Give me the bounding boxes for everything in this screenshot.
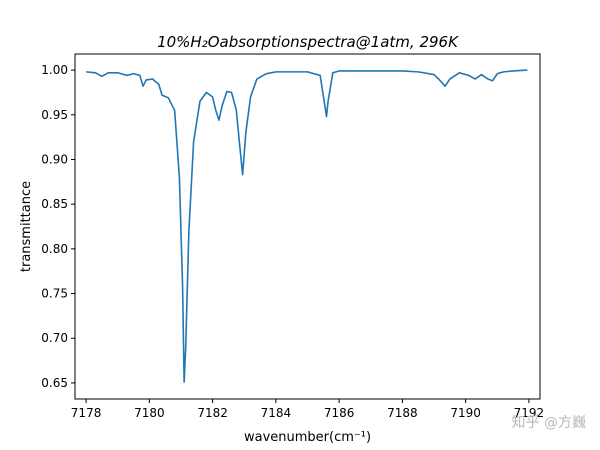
y-tick-label: 0.65 [41, 376, 68, 390]
y-tick-label: 0.70 [41, 331, 68, 345]
x-tick-label: 7178 [71, 406, 102, 420]
x-tick-label: 7184 [261, 406, 292, 420]
series-line [85, 69, 528, 383]
x-tick-label: 7192 [514, 406, 545, 420]
y-tick-label: 0.85 [41, 197, 68, 211]
y-tick-label: 0.80 [41, 242, 68, 256]
y-tick-label: 1.00 [41, 63, 68, 77]
watermark: 知乎 @方巍 [511, 415, 586, 431]
x-tick-label: 7182 [197, 406, 228, 420]
ticks-layer: 7178 7180 7182 7184 7186 7188 7190 7192 0.65 0.70… [41, 63, 544, 420]
y-tick-label: 0.90 [41, 152, 68, 166]
x-tick-label: 7190 [450, 406, 481, 420]
x-axis-label: wavenumber(cm⁻¹) [244, 430, 371, 445]
axes-frame [74, 53, 541, 400]
series-layer [85, 69, 528, 383]
x-tick-label: 7180 [134, 406, 165, 420]
chart-title: 10%H₂Oabsorptionspectra@1atm, 296K [157, 33, 459, 51]
x-tick-label: 7186 [324, 406, 355, 420]
x-tick-label: 7188 [387, 406, 418, 420]
y-tick-label: 0.75 [41, 287, 68, 301]
y-tick-label: 0.95 [41, 108, 68, 122]
y-axis-label: transmittance [19, 181, 34, 272]
